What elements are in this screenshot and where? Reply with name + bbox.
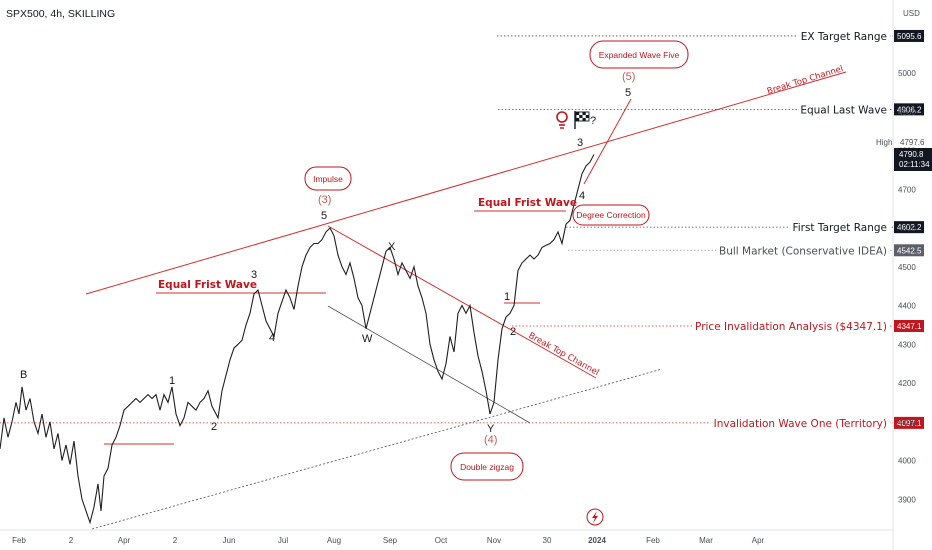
checkered-flag-icon[interactable] (574, 111, 590, 129)
wave-label-x: X (388, 241, 396, 253)
time-tick-label: Jul (278, 536, 288, 545)
high-label: High (876, 138, 892, 147)
price-tick-label: 4600 (898, 224, 916, 233)
expanded-wave-five-callout[interactable] (589, 40, 689, 69)
expanded-five-projection (583, 98, 632, 185)
level-price-badge-text: 4347.1 (897, 322, 922, 331)
currency-label[interactable]: USD (903, 9, 920, 18)
wave-label-4a: 4 (269, 332, 275, 344)
impulse-callout-label: Impulse (313, 174, 343, 184)
level-price-badge[interactable] (894, 221, 924, 234)
lower-channel-line (327, 305, 531, 424)
level-price-badge-text: 4542.5 (897, 246, 922, 255)
time-tick-label: Feb (646, 536, 660, 545)
level-label-halo (715, 244, 890, 259)
price-tick-label: 4900 (898, 108, 916, 117)
level-price-badge-text: 5095.6 (897, 32, 922, 41)
time-axis[interactable]: Feb 2 Apr 2 Jun Jul Aug Sep Oct Nov 30 2024 Feb Mar Ap… (12, 536, 764, 545)
time-tick-label: 2 (173, 536, 178, 545)
time-tick-label: Nov (487, 536, 501, 545)
impulse-callout[interactable] (304, 166, 352, 191)
equal-frist-wave-note-right: Equal Frist Wave (478, 197, 577, 209)
level-label: First Target Range (792, 222, 887, 234)
level-price-badge[interactable] (894, 29, 924, 42)
price-series-line (0, 154, 595, 525)
level-label: Invalidation Wave One (Territory) (714, 418, 887, 430)
level-label-halo (797, 29, 890, 44)
price-tick-label: 4500 (898, 263, 916, 272)
price-axis[interactable]: 3900400041004200430044004500460047004800… (898, 69, 916, 504)
price-tick-label: 3900 (898, 495, 916, 504)
time-tick-label: 2 (69, 536, 74, 545)
time-tick-label: Sep (383, 536, 398, 545)
level-price-badge-text: 4602.2 (897, 223, 922, 232)
level-price-badge[interactable] (894, 319, 924, 332)
current-price-badge[interactable] (894, 148, 932, 171)
base-channel-line (91, 368, 663, 530)
time-tick-label: Oct (435, 536, 448, 545)
lightbulb-icon[interactable] (556, 111, 568, 129)
equal-frist-wave-note-left: Equal Frist Wave (158, 279, 257, 291)
wave-label-2b: 2 (510, 326, 516, 338)
wave-label-b: B (20, 369, 27, 381)
wave-label-paren-5: (5) (622, 71, 635, 83)
level-label: EX Target Range (801, 31, 887, 43)
time-tick-label: Mar (699, 536, 713, 545)
price-tick-label: 4100 (898, 418, 916, 427)
double-zigzag-callout[interactable] (450, 452, 524, 481)
symbol-title: SPX500, 4h, SKILLING (6, 8, 115, 20)
level-label-halo (692, 319, 890, 334)
wave-label-1a: 1 (169, 375, 175, 387)
level-price-badge-text: 4906.2 (897, 105, 922, 114)
wave-label-paren-4: (4) (484, 434, 497, 446)
current-price-countdown: 02:11:34 (899, 160, 930, 169)
wave-label-3a: 3 (251, 269, 257, 281)
level-label: Price Invalidation Analysis ($4347.1) (695, 321, 887, 333)
lightning-icon[interactable] (586, 508, 604, 526)
level-lines: EX Target Range 5095.6 Equal Last Wave 4906… (0, 29, 924, 431)
high-value: 4797.6 (900, 138, 925, 147)
price-tick-label: 4700 (898, 185, 916, 194)
degree-correction-callout-label: Degree Correction (576, 210, 646, 220)
wave-label-5b: 5 (625, 87, 631, 99)
price-tick-label: 5000 (898, 69, 916, 78)
price-tick-label: 4000 (898, 457, 916, 466)
level-price-badge[interactable] (894, 416, 924, 429)
wave-label-3b: 3 (577, 137, 583, 149)
level-price-badge[interactable] (894, 244, 924, 257)
level-label: Bull Market (Conservative IDEA) (719, 245, 887, 257)
double-zigzag-callout-label: Double zigzag (460, 462, 514, 472)
price-tick-label: 4200 (898, 379, 916, 388)
price-tick-label: 4300 (898, 340, 916, 349)
level-label-halo (789, 221, 890, 236)
break-channel-line (327, 225, 597, 379)
wave-label-1b: 1 (504, 291, 510, 303)
wave-label-2a: 2 (211, 421, 217, 433)
level-label-halo (797, 103, 890, 118)
time-tick-label: 2024 (588, 536, 606, 545)
wave-label-4b: 4 (579, 190, 585, 202)
time-tick-label: Jun (223, 536, 236, 545)
level-label: Equal Last Wave (800, 104, 887, 116)
wave-label-paren-3: (3) (318, 194, 331, 206)
price-tick-label: 4400 (898, 302, 916, 311)
time-tick-label: Apr (118, 536, 131, 545)
wave-label-y: Y (487, 423, 495, 435)
time-tick-label: 30 (543, 536, 552, 545)
degree-correction-callout[interactable] (572, 204, 650, 226)
level-price-badge[interactable] (894, 103, 924, 116)
time-tick-label: Aug (327, 536, 341, 545)
expanded-wave-five-callout-label: Expanded Wave Five (599, 50, 680, 60)
time-tick-label: Apr (752, 536, 765, 545)
wave-label-5a: 5 (321, 210, 327, 222)
top-channel-line (85, 71, 847, 295)
time-tick-label: Feb (12, 536, 26, 545)
question-mark: ? (590, 115, 596, 127)
level-label-halo (710, 416, 890, 431)
current-price-value: 4790.8 (899, 150, 924, 159)
level-price-badge-text: 4097.1 (897, 419, 922, 428)
wave-label-w: W (362, 333, 373, 345)
